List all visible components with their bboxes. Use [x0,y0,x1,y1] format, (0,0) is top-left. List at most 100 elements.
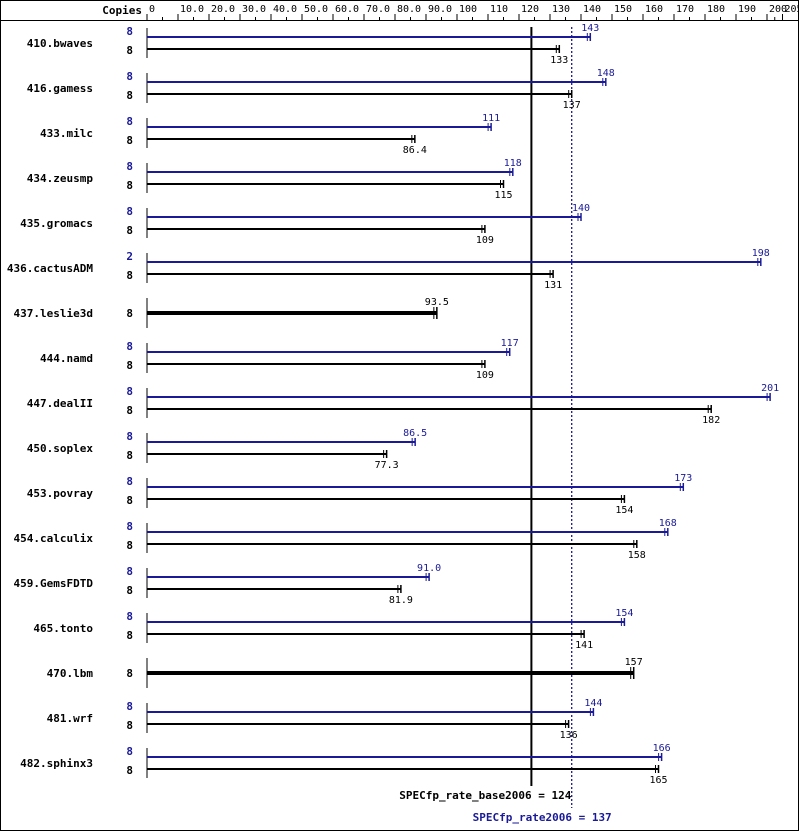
benchmark-row: 482.sphinx3 8 8 166 165 [20,743,670,786]
value-label: 133 [550,55,568,66]
benchmark-name: 470.lbm [47,667,94,680]
copies-value: 8 [126,404,133,417]
benchmark-name: 433.milc [40,127,93,140]
benchmark-name: 465.tonto [33,622,93,635]
value-label: 77.3 [375,460,399,471]
x-tick-label: 90.0 [428,4,452,15]
value-label: 109 [476,235,494,246]
benchmark-name: 410.bwaves [27,37,93,50]
benchmark-name: 482.sphinx3 [20,757,93,770]
value-label: 131 [544,280,562,291]
value-label: 165 [649,775,667,786]
benchmark-name: 459.GemsFDTD [14,577,94,590]
copies-value: 8 [126,565,133,578]
x-tick-label: 110 [490,4,508,15]
x-tick-label: 130 [552,4,570,15]
value-label: 137 [563,100,581,111]
copies-value: 8 [126,667,133,680]
x-tick-label: 190 [738,4,756,15]
value-label: 136 [560,730,578,741]
value-label: 166 [653,743,671,754]
copies-value: 8 [126,430,133,443]
value-label: 91.0 [417,563,441,574]
benchmark-row: 481.wrf 8 8 144 136 [47,698,603,741]
value-label: 182 [702,415,720,426]
copies-value: 8 [126,539,133,552]
benchmark-row: 433.milc 8 8 111 86.4 [40,113,500,156]
x-tick-label: 40.0 [273,4,297,15]
value-label: 198 [752,248,770,259]
copies-value: 8 [126,359,133,372]
copies-value: 8 [126,307,133,320]
benchmark-name: 450.soplex [27,442,94,455]
x-tick-label: 50.0 [304,4,328,15]
benchmark-row: 410.bwaves 8 8 143 133 [27,23,600,66]
benchmark-row: 459.GemsFDTD 8 8 91.0 81.9 [14,563,442,606]
copies-value: 8 [126,269,133,282]
copies-value: 8 [126,610,133,623]
value-label: 115 [494,190,512,201]
benchmark-row: 444.namd 8 8 117 109 [40,338,519,381]
benchmark-name: 481.wrf [47,712,93,725]
copies-value: 8 [126,629,133,642]
x-tick-label: 10.0 [180,4,204,15]
benchmark-row: 465.tonto 8 8 154 141 [33,608,633,651]
value-label: 154 [615,608,633,619]
benchmark-row: 447.dealII 8 8 201 182 [27,383,779,426]
copies-value: 8 [126,224,133,237]
value-label: 86.5 [403,428,427,439]
value-label: 140 [572,203,590,214]
copies-value: 8 [126,340,133,353]
x-tick-label: 80.0 [397,4,421,15]
value-label: 168 [659,518,677,529]
value-label: 201 [761,383,779,394]
benchmark-row: 434.zeusmp 8 8 118 115 [27,158,522,201]
copies-value: 2 [126,250,133,263]
value-label: 148 [597,68,615,79]
reference-label: SPECfp_rate2006 = 137 [473,811,612,824]
copies-value: 8 [126,475,133,488]
x-tick-label: 160 [645,4,663,15]
benchmark-name: 437.leslie3d [14,307,93,320]
x-tick-label: 170 [676,4,694,15]
value-label: 109 [476,370,494,381]
value-label: 111 [482,113,500,124]
value-label: 81.9 [389,595,413,606]
value-label: 154 [615,505,633,516]
value-label: 173 [674,473,692,484]
copies-value: 8 [126,44,133,57]
benchmark-bars: 410.bwaves 8 8 143 133 416.gamess 8 8 148 137 433.… [7,23,779,786]
copies-value: 8 [126,520,133,533]
x-tick-label: 60.0 [335,4,359,15]
value-label: 118 [504,158,522,169]
x-tick-label: 150 [614,4,632,15]
benchmark-row: 454.calculix 8 8 168 158 [14,518,677,561]
x-tick-label: 70.0 [366,4,390,15]
benchmark-row: 470.lbm 8 157 [47,657,643,688]
copies-value: 8 [126,385,133,398]
reference-lines: SPECfp_rate_base2006 = 124 SPECfp_rate200… [399,27,612,824]
benchmark-name: 434.zeusmp [27,172,94,185]
benchmark-row: 435.gromacs 8 8 140 109 [20,203,590,246]
copies-value: 8 [126,764,133,777]
benchmark-row: 436.cactusADM 2 8 198 131 [7,248,770,291]
benchmark-row: 453.povray 8 8 173 154 [27,473,693,516]
x-tick-label: 205 [785,4,799,15]
x-tick-label: 0 [149,4,155,15]
benchmark-name: 435.gromacs [20,217,93,230]
value-label: 158 [628,550,646,561]
copies-value: 8 [126,25,133,38]
x-tick-label: 200 [769,4,787,15]
x-axis: 0 10.0 20.0 30.0 40.0 50.0 60.0 70.0 80.0 90.0 100… [146,4,799,20]
copies-value: 8 [126,89,133,102]
value-label: 157 [625,657,643,668]
benchmark-row: 437.leslie3d 8 93.5 [14,297,449,328]
copies-value: 8 [126,160,133,173]
copies-value: 8 [126,719,133,732]
copies-value: 8 [126,745,133,758]
benchmark-name: 454.calculix [14,532,94,545]
x-tick-label: 30.0 [242,4,266,15]
copies-value: 8 [126,584,133,597]
